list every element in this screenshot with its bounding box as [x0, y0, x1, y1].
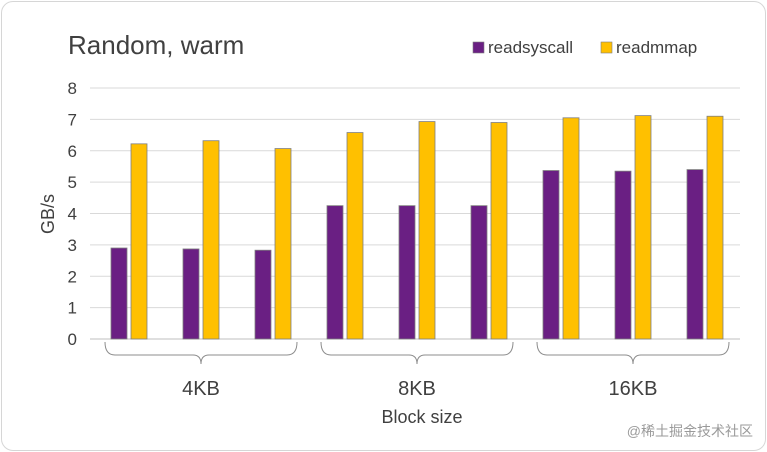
bar-readsyscall [254, 249, 272, 340]
bar-readsyscall [110, 247, 128, 340]
y-tick-label: 3 [68, 236, 77, 255]
chart-title: Random, warm [68, 30, 244, 60]
y-tick-label: 0 [68, 330, 77, 349]
bar-readsyscall [686, 169, 704, 340]
x-axis-label: Block size [381, 407, 462, 427]
legend: readsyscall readmmap [472, 38, 697, 57]
bar-readsyscall [470, 205, 488, 340]
bar-readmmap [274, 148, 292, 340]
y-tick-label: 5 [68, 173, 77, 192]
bar-readsyscall [182, 248, 200, 340]
bar-readsyscall [326, 205, 344, 340]
group-brace [536, 341, 730, 365]
bar-readmmap [706, 115, 724, 340]
group-brace [320, 341, 514, 365]
watermark: @稀土掘金技术社区 [627, 423, 753, 439]
bar-readmmap [562, 117, 580, 340]
group-brace [104, 341, 298, 365]
bar-readmmap [490, 122, 508, 340]
legend-swatch-readmmap [600, 41, 613, 54]
bar-readmmap [418, 121, 436, 340]
y-tick-label: 7 [68, 110, 77, 129]
bar-readmmap [202, 140, 220, 340]
y-tick-label: 4 [68, 205, 77, 224]
legend-swatch-readsyscall [472, 41, 485, 54]
group-label: 16KB [609, 378, 658, 400]
legend-label-readsyscall: readsyscall [488, 38, 573, 57]
y-tick-label: 2 [68, 267, 77, 286]
group-label: 8KB [398, 378, 436, 400]
y-axis-ticks: 0 1 2 3 4 5 6 7 8 [68, 79, 77, 349]
bar-readmmap [634, 115, 652, 340]
bar-readsyscall [398, 205, 416, 340]
legend-label-readmmap: readmmap [616, 38, 697, 57]
bar-readsyscall [542, 170, 560, 340]
y-tick-label: 1 [68, 299, 77, 318]
group-label: 4KB [182, 378, 220, 400]
y-tick-label: 8 [68, 79, 77, 98]
bar-readmmap [346, 132, 364, 340]
bar-readmmap [130, 143, 148, 340]
group-labels: 4KB 8KB 16KB [182, 378, 657, 400]
group-braces [104, 341, 730, 365]
y-axis-label: GB/s [38, 194, 58, 234]
bars [110, 115, 724, 340]
bar-readsyscall [614, 170, 632, 340]
y-tick-label: 6 [68, 142, 77, 161]
